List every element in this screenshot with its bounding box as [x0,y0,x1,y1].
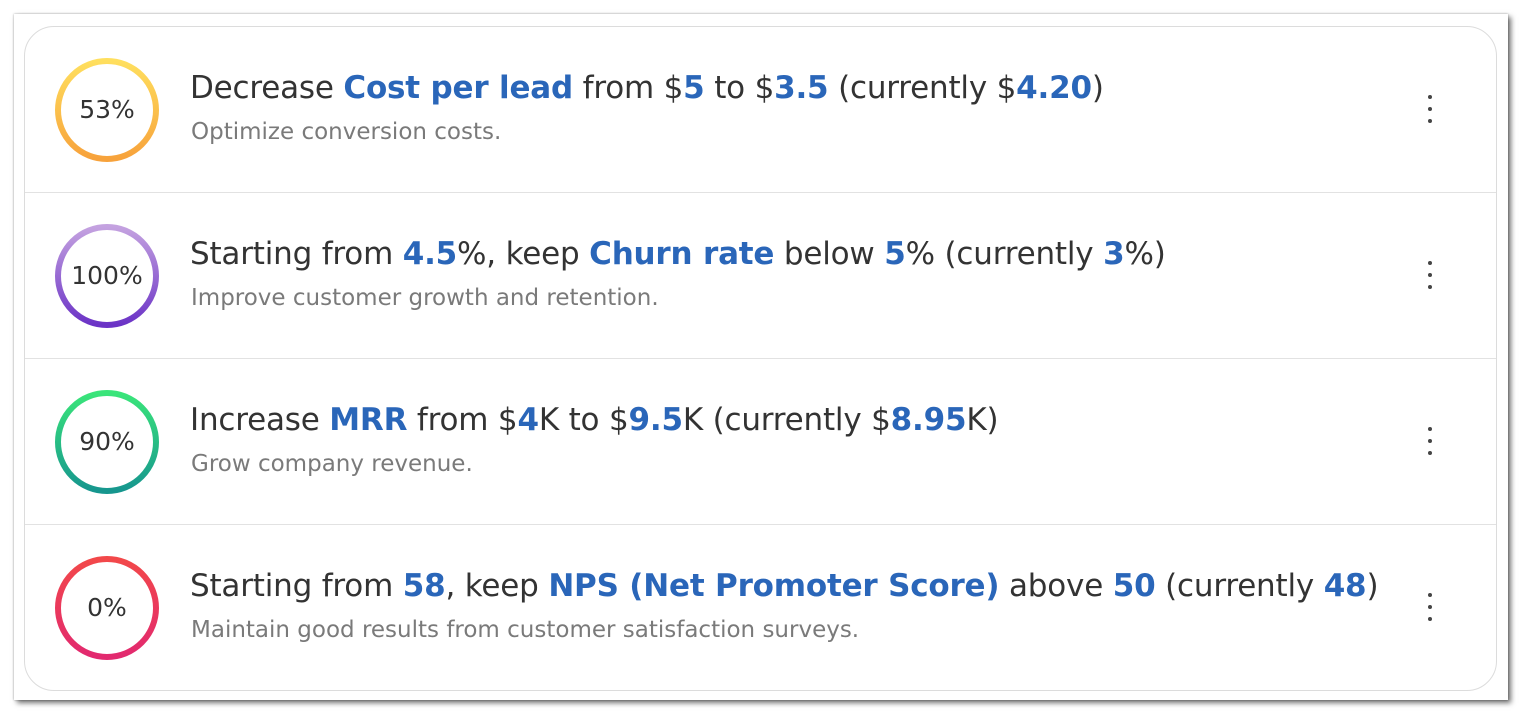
goal-title-text: above [999,568,1113,604]
goal-description: Improve customer growth and retention. [191,285,659,311]
kebab-dot [1428,605,1432,609]
progress-percent: 100% [71,261,143,290]
goal-title-highlight: Churn rate [589,236,775,272]
goal-title-highlight: 8.95 [890,402,967,438]
progress-ring-graphic [55,556,159,660]
goal-title-text: Increase [190,402,330,438]
goal-title-highlight: Cost per lead [343,70,573,106]
progress-ring: 100% [54,223,160,329]
goal-title-text: , keep [445,568,549,604]
goal-description: Grow company revenue. [191,451,473,477]
progress-percent: 90% [79,427,135,456]
goal-title-highlight: NPS (Net Promoter Score) [548,568,1000,604]
goal-title-highlight: 3 [1103,236,1125,272]
goal-title-highlight: 5 [884,236,906,272]
goal-row-1[interactable]: 53% Decrease Cost per lead from $5 to $3… [25,27,1496,193]
goal-title-highlight: 58 [402,568,446,604]
goal-title-text: %, keep [457,236,590,272]
goal-title-text: from $ [572,70,684,106]
kebab-dot [1428,273,1432,277]
kebab-dot [1428,451,1432,455]
goal-title-text: Starting from [190,568,403,604]
kebab-dot [1428,261,1432,265]
goal-title-text: Starting from [190,236,403,272]
goal-title-text: from $ [407,402,518,438]
goal-title-text: %) [1124,236,1166,272]
goal-title-text: K to $ [538,402,629,438]
kebab-menu-icon[interactable] [1415,587,1445,627]
goal-row-3[interactable]: 90% Increase MRR from $4K to $9.5K (curr… [25,359,1496,525]
kebab-menu-icon[interactable] [1415,89,1445,129]
kebab-menu-icon[interactable] [1415,255,1445,295]
goal-row-2[interactable]: 100% Starting from 4.5%, keep Churn rate… [25,193,1496,359]
kebab-menu-icon[interactable] [1415,421,1445,461]
progress-ring: 0% [54,555,160,661]
window-frame: 53% Decrease Cost per lead from $5 to $3… [14,14,1508,700]
goal-title-text: K (currently $ [682,402,891,438]
kebab-dot [1428,95,1432,99]
goal-title-highlight: MRR [329,402,408,438]
goal-description: Optimize conversion costs. [191,119,502,145]
progress-percent: 53% [79,95,135,124]
goal-title-highlight: 4 [517,402,539,438]
goal-title: Starting from 4.5%, keep Churn rate belo… [190,236,1166,272]
goal-title-text: below [774,236,885,272]
goal-title-text: (currently [1155,568,1324,604]
kebab-dot [1428,285,1432,289]
goal-title-highlight: 48 [1323,568,1367,604]
kebab-dot [1428,427,1432,431]
goal-title-text: ) [1366,568,1379,604]
goal-title-highlight: 9.5 [628,402,684,438]
goal-row-4[interactable]: 0% Starting from 58, keep NPS (Net Promo… [25,525,1496,690]
progress-ring: 53% [54,57,160,163]
goal-title-highlight: 4.5 [402,236,458,272]
goal-title-text: K) [966,402,999,438]
goal-title-text: to $ [704,70,775,106]
progress-percent: 0% [87,593,127,622]
goal-title-text: ) [1091,70,1104,106]
kebab-dot [1428,107,1432,111]
kebab-dot [1428,439,1432,443]
goal-title-highlight: 4.20 [1016,70,1092,106]
goal-title-text: Decrease [190,70,344,106]
goal-title: Decrease Cost per lead from $5 to $3.5 (… [190,70,1104,106]
progress-ring: 90% [54,389,160,495]
goal-title: Increase MRR from $4K to $9.5K (currentl… [190,402,999,438]
goal-title-highlight: 3.5 [774,70,829,106]
goal-title: Starting from 58, keep NPS (Net Promoter… [190,568,1379,604]
goal-title-text: % (currently [905,236,1104,272]
goals-card: 53% Decrease Cost per lead from $5 to $3… [24,26,1497,691]
progress-ring-graphic [55,390,159,494]
kebab-dot [1428,593,1432,597]
progress-ring-graphic [55,58,159,162]
kebab-dot [1428,119,1432,123]
goal-title-highlight: 50 [1112,568,1156,604]
goal-title-highlight: 5 [683,70,705,106]
goal-title-text: (currently $ [828,70,1017,106]
kebab-dot [1428,617,1432,621]
goal-description: Maintain good results from customer sati… [191,617,860,643]
progress-ring-graphic [55,224,159,328]
